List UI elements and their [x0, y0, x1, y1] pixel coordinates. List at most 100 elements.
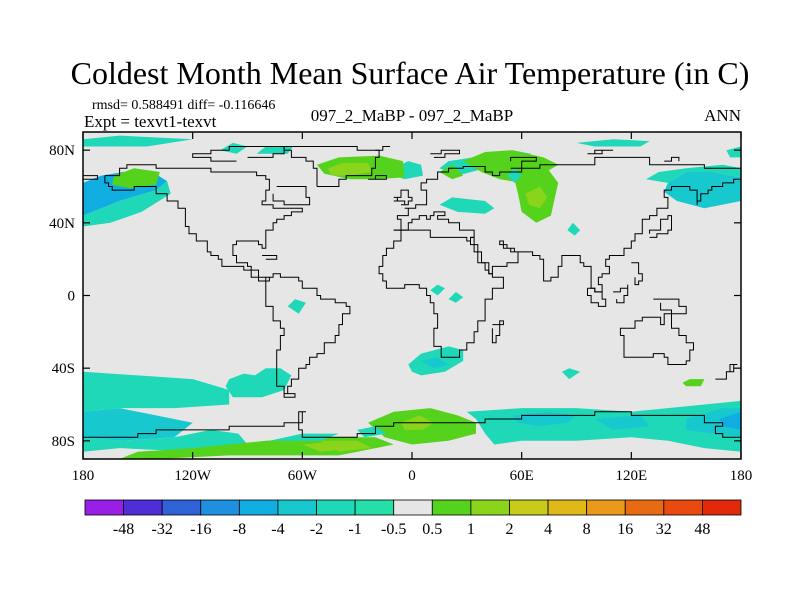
contour-region [719, 411, 741, 430]
x-tick-label: 180 [72, 468, 95, 484]
colorbar-label: 1 [467, 521, 475, 538]
colorbar-swatch [123, 499, 163, 516]
contour-region [525, 186, 548, 209]
coastline [83, 175, 99, 183]
contour-region [112, 168, 160, 189]
colorbar-label: -48 [113, 521, 134, 538]
contour-region [682, 379, 705, 387]
contour-region [287, 299, 306, 314]
x-tick-label: 180 [730, 468, 753, 484]
colorbar-label: -0.5 [381, 521, 406, 538]
x-tick-label: 120E [615, 468, 647, 484]
colorbar-label: 16 [617, 521, 633, 538]
colorbar-swatch [702, 499, 742, 516]
colorbar-swatch [354, 499, 395, 516]
coastline [283, 393, 296, 398]
contour-region [357, 426, 387, 438]
contour-region [664, 172, 741, 209]
colorbar-label: 4 [544, 521, 552, 538]
colorbar-label: -2 [310, 521, 323, 538]
chart-title: Coldest Month Mean Surface Air Temperatu… [71, 55, 750, 91]
colorbar-label: 2 [506, 521, 514, 538]
colorbar-swatch [431, 499, 472, 516]
y-tick-label: 40N [49, 216, 75, 232]
colorbar-label: -1 [348, 521, 361, 538]
coastline [587, 287, 607, 307]
coastline [393, 178, 741, 293]
y-tick-label: 40S [52, 361, 75, 377]
contour-region [430, 284, 445, 296]
colorbar: -48 -32 -16 -8 -4 -2 -1 -0.5 0.5 1 2 4 8 16 32 48 [84, 499, 742, 538]
contour-region [726, 146, 741, 158]
contour-region [327, 162, 372, 176]
colorbar-label: 0.5 [422, 521, 442, 538]
contour-region [421, 357, 449, 369]
subtitle-case: 097_2_MaBP - 097_2_MaBP [311, 106, 513, 125]
x-tick-label: 120W [174, 468, 212, 484]
subtitle-rmsd: rmsd= 0.588491 diff= -0.116646 [92, 98, 275, 113]
contour-region [83, 181, 171, 227]
contour-region [302, 440, 358, 452]
colorbar-swatch [316, 499, 356, 516]
coastline [393, 196, 398, 202]
contour-region [594, 415, 650, 430]
contour-region [439, 164, 464, 180]
colorbar-label: -32 [152, 521, 173, 538]
contour-region [448, 291, 464, 303]
coastline [649, 215, 672, 238]
contour-region [83, 429, 248, 452]
colorbar-swatch [161, 499, 202, 516]
coastline [368, 175, 387, 180]
coastline [653, 298, 687, 315]
colorbar-label: -16 [190, 521, 211, 538]
colorbar-swatch [624, 499, 665, 516]
colorbar-label: 48 [694, 521, 710, 538]
contour-region [83, 371, 230, 412]
coastline [393, 156, 741, 231]
coastline [272, 186, 311, 206]
contour-region [646, 164, 741, 183]
x-tick-label: 60E [510, 468, 534, 484]
coastline [104, 164, 351, 395]
colorbar-label: -4 [271, 521, 284, 538]
coastline [664, 156, 680, 162]
contour-region [225, 368, 292, 398]
coastline [262, 255, 278, 260]
coastline [375, 146, 391, 151]
coastline [491, 320, 504, 344]
contour-region [439, 197, 495, 214]
coastline [378, 229, 504, 358]
colorbar-label: 8 [583, 521, 591, 538]
coastline-layer [83, 146, 741, 438]
colorbar-label: 32 [656, 521, 672, 538]
coastline [192, 146, 285, 162]
colorbar-label: -8 [233, 521, 246, 538]
colorbar-swatch [393, 499, 433, 516]
y-tick-label: 0 [68, 289, 76, 305]
coastline [587, 149, 614, 155]
subtitle-season: ANN [704, 106, 741, 125]
coastline [715, 364, 738, 380]
colorbar-swatch [470, 499, 510, 516]
colorbar-swatch [509, 499, 549, 516]
colorbar-swatch [586, 499, 626, 516]
contour-region [83, 135, 193, 147]
coastline [510, 156, 537, 169]
x-tick-label: 0 [408, 468, 416, 484]
y-tick-label: 80S [52, 434, 75, 450]
coastline [613, 284, 629, 304]
coastline [631, 262, 643, 286]
y-tick-label: 80N [49, 143, 75, 159]
x-tick-label: 60W [288, 468, 318, 484]
contour-region [83, 408, 193, 441]
contour-region [567, 222, 581, 236]
colorbar-swatch [238, 499, 279, 516]
axis-ticks: 180 120W 60W 0 60E 120E 180 80N 40N 0 40S 80S [49, 132, 752, 484]
colorbar-swatch [663, 499, 703, 516]
coastline [83, 411, 741, 438]
colorbar-swatch [200, 499, 240, 516]
coastline [430, 149, 460, 158]
coastline [619, 313, 694, 365]
contour-region [576, 139, 650, 147]
